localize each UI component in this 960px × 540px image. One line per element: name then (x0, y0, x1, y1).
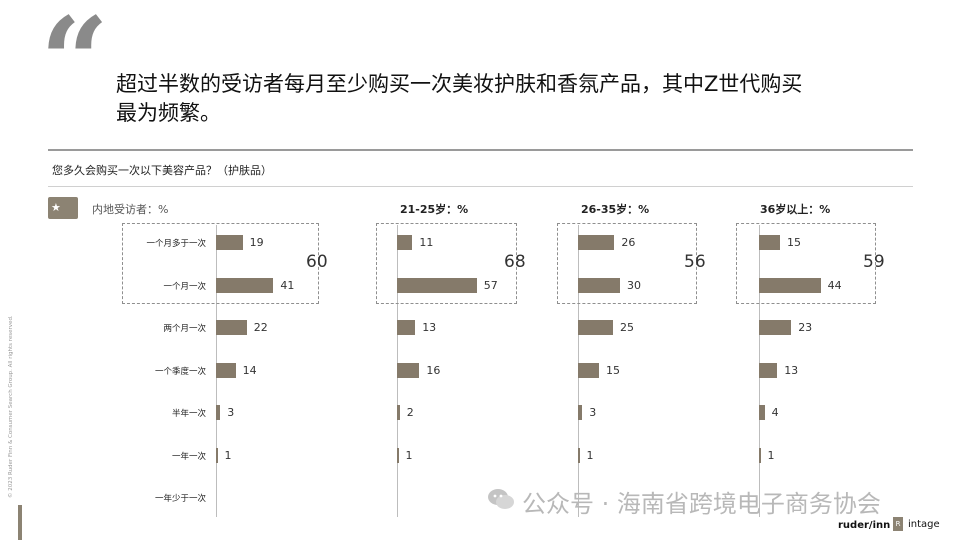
watermark-text: 公众号 · 海南省跨境电子商务协会 (522, 490, 881, 518)
intage-logo: intage (908, 519, 940, 530)
survey-question: 您多久会购买一次以下美容产品？（护肤品） (52, 164, 272, 177)
category-label: 一年少于一次 (154, 494, 206, 504)
top2-subtotal: 59 (863, 252, 885, 272)
data-label: 16 (426, 363, 441, 377)
data-label: 13 (784, 363, 799, 377)
data-label: 4 (771, 406, 779, 419)
top2-highlight-box (376, 223, 517, 304)
top2-subtotal: 56 (684, 252, 706, 272)
bar (397, 362, 420, 378)
bar (397, 447, 399, 463)
headline: 超过半数的受访者每月至少购买一次美妆护肤和香氛产品，其中Z世代购买 最为频繁。 (116, 70, 916, 128)
category-label: 一个月一次 (163, 281, 206, 292)
bar (216, 405, 221, 420)
bar (578, 320, 613, 335)
data-label: 3 (227, 406, 235, 419)
data-label: 13 (422, 321, 437, 334)
series-title: 26-35岁：% (581, 203, 650, 216)
bar (397, 405, 400, 420)
data-label: 26 (621, 236, 636, 249)
bar (578, 447, 580, 463)
bar (578, 405, 583, 420)
headline-line-2: 最为频繁。 (116, 101, 221, 125)
bar (397, 277, 477, 293)
bar (216, 362, 236, 378)
category-label: 一个月多于一次 (146, 239, 206, 249)
bar (216, 277, 274, 293)
bar (216, 235, 243, 250)
data-label: 22 (253, 321, 268, 334)
data-label: 25 (620, 321, 634, 334)
data-label: 44 (827, 278, 842, 292)
bar (759, 235, 780, 250)
data-label: 2 (406, 406, 414, 419)
data-label: 1 (224, 448, 232, 462)
bar (216, 447, 218, 463)
data-label: 3 (589, 406, 597, 419)
bar (759, 362, 778, 378)
bar (759, 277, 821, 293)
category-label: 两个月一次 (163, 324, 206, 334)
category-label: 半年一次 (171, 409, 206, 419)
data-label: 1 (586, 448, 594, 462)
bar (578, 277, 620, 293)
data-label: 57 (483, 278, 498, 292)
china-flag-icon: ★ (48, 197, 78, 219)
wechat-icon (488, 489, 514, 509)
data-label: 23 (798, 321, 813, 334)
side-accent-bar (18, 505, 22, 540)
bar (578, 362, 599, 378)
bar (578, 235, 615, 250)
top2-subtotal: 68 (504, 252, 526, 272)
data-label: 1 (405, 448, 413, 462)
bar (759, 447, 761, 463)
category-label: 一个季度一次 (154, 366, 206, 377)
ruderfinn-logo: ruder/inn (838, 520, 891, 531)
series-title: 36岁以上：% (760, 203, 831, 216)
bar (216, 320, 247, 335)
data-label: 14 (242, 363, 257, 377)
series-title: 内地受访者：% (92, 203, 169, 216)
data-label: 15 (606, 363, 620, 377)
top2-highlight-box (122, 223, 319, 304)
csg-logo: R (893, 517, 903, 531)
bar (759, 405, 765, 420)
data-label: 41 (280, 278, 295, 292)
bar (759, 320, 792, 335)
data-label: 11 (419, 236, 434, 249)
series-title: 21-25岁：% (400, 203, 469, 216)
data-label: 15 (787, 236, 801, 249)
divider-top (48, 149, 913, 151)
data-label: 30 (627, 278, 641, 292)
data-label: 19 (249, 236, 264, 249)
data-label: 1 (767, 448, 775, 462)
divider-bottom (48, 186, 913, 187)
top2-highlight-box (736, 223, 876, 304)
bar (397, 235, 413, 250)
top2-subtotal: 60 (306, 252, 328, 272)
top2-highlight-box (557, 223, 697, 304)
quote-mark: “ (40, 0, 110, 132)
category-label: 一年一次 (171, 451, 206, 462)
bar (397, 320, 416, 335)
copyright-text: © 2023 Ruder Finn & Consumer Search Grou… (8, 315, 14, 498)
headline-line-1: 超过半数的受访者每月至少购买一次美妆护肤和香氛产品，其中Z世代购买 (116, 72, 803, 96)
